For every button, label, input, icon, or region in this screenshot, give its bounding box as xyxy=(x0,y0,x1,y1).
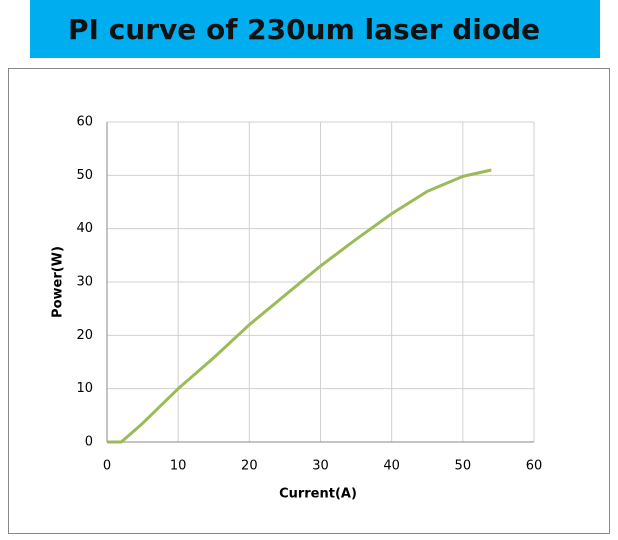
chart-title: PI curve of 230um laser diode xyxy=(68,13,540,46)
x-tick-label: 0 xyxy=(103,459,111,474)
y-tick-label: 30 xyxy=(76,275,93,290)
y-axis-title: Power(W) xyxy=(51,246,66,318)
x-tick-label: 30 xyxy=(312,459,329,474)
y-tick-label: 60 xyxy=(76,115,93,130)
x-tick-label: 20 xyxy=(241,459,258,474)
y-tick-label: 20 xyxy=(76,328,93,343)
chart-border xyxy=(8,68,610,534)
data-line xyxy=(107,168,492,444)
y-tick-label: 50 xyxy=(76,168,93,183)
x-axis-title: Current(A) xyxy=(279,487,357,502)
x-tick-label: 10 xyxy=(170,459,187,474)
y-tick-label: 0 xyxy=(85,435,93,450)
y-tick-label: 40 xyxy=(76,221,93,236)
title-banner xyxy=(30,0,600,58)
x-tick-label: 50 xyxy=(455,459,472,474)
x-tick-label: 60 xyxy=(526,459,543,474)
x-tick-label: 40 xyxy=(383,459,400,474)
y-tick-label: 10 xyxy=(76,381,93,396)
